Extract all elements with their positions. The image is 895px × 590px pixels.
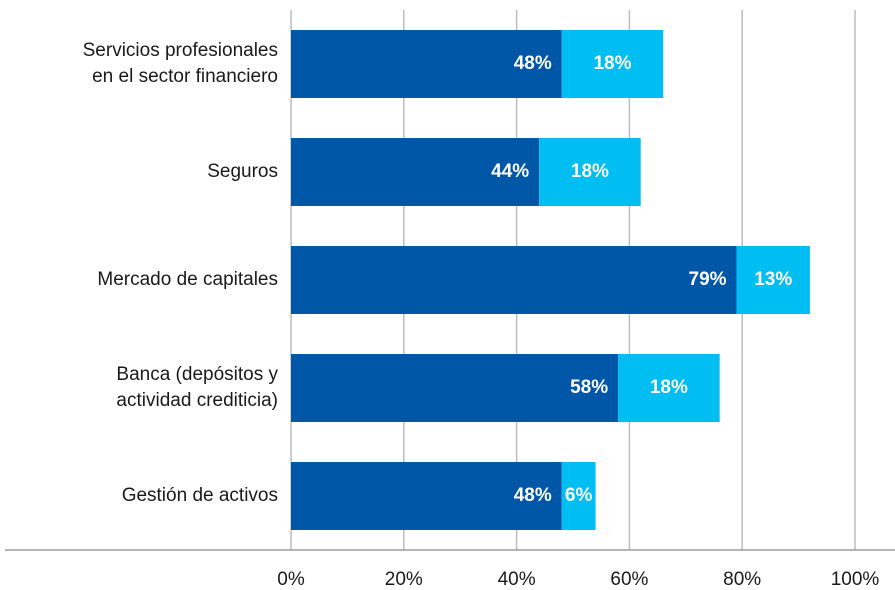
data-label: 6%	[565, 485, 593, 506]
bar-segment	[291, 30, 562, 98]
data-label: 18%	[650, 377, 688, 398]
bar-segment	[618, 354, 720, 422]
bar-segment	[291, 138, 540, 206]
bar-segment	[291, 462, 562, 530]
data-label: 44%	[491, 161, 529, 182]
bar-segment	[561, 30, 664, 98]
data-label: 13%	[754, 269, 792, 290]
data-label: 48%	[514, 485, 552, 506]
x-tick-label: 20%	[385, 569, 423, 590]
bar-segment	[291, 354, 619, 422]
x-tick-label: 80%	[723, 569, 761, 590]
data-label: 79%	[689, 269, 727, 290]
data-label: 18%	[593, 53, 631, 74]
y-tick-label: Seguros	[207, 161, 278, 182]
bar-segment	[736, 246, 810, 314]
data-label: 18%	[571, 161, 609, 182]
x-tick-label: 0%	[277, 569, 305, 590]
data-label: 48%	[514, 53, 552, 74]
y-tick-label: Gestión de activos	[121, 485, 278, 506]
y-tick-label: Mercado de capitales	[97, 269, 278, 290]
x-tick-label: 60%	[610, 569, 648, 590]
bar-segment	[291, 246, 737, 314]
x-tick-label: 100%	[831, 569, 880, 590]
data-label: 58%	[570, 377, 608, 398]
x-tick-label: 40%	[498, 569, 536, 590]
bar-segment	[561, 462, 596, 530]
y-tick-label: Banca (depósitos y actividad crediticia)	[116, 364, 278, 411]
y-tick-label: Servicios profesionales en el sector fin…	[82, 40, 278, 87]
bar-segment	[539, 138, 641, 206]
